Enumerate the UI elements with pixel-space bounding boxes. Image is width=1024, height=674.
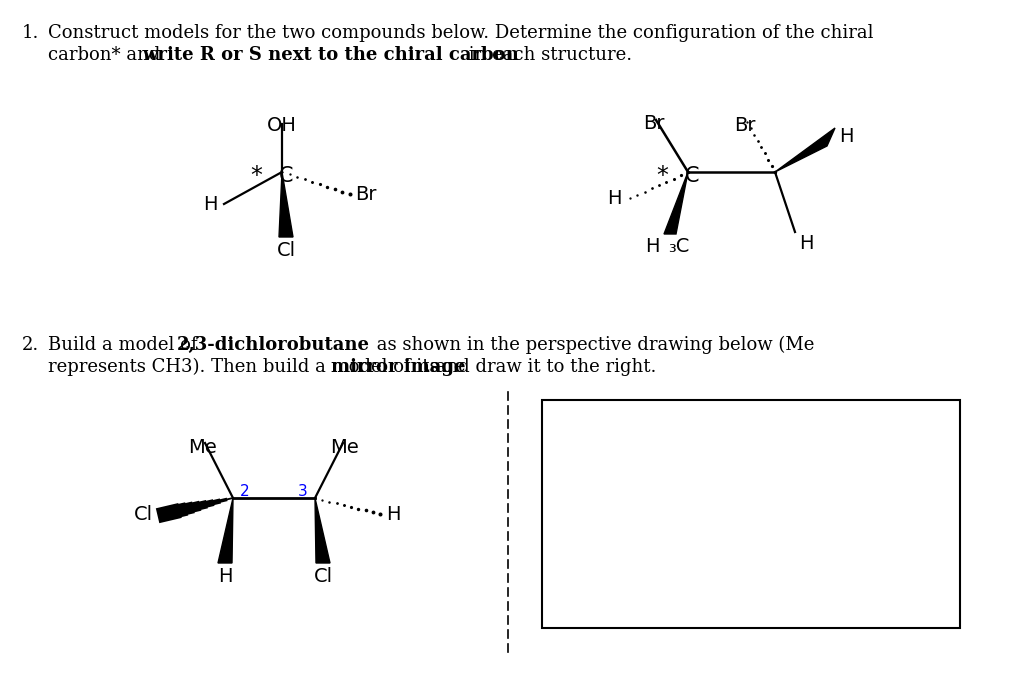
Text: H: H bbox=[645, 237, 660, 256]
Polygon shape bbox=[279, 172, 293, 237]
Text: C: C bbox=[685, 166, 699, 186]
Text: carbon* and: carbon* and bbox=[48, 46, 166, 64]
Text: Me: Me bbox=[331, 438, 359, 457]
Text: Cl: Cl bbox=[134, 506, 153, 524]
Text: C: C bbox=[279, 166, 294, 186]
Text: 2.: 2. bbox=[22, 336, 39, 354]
Text: in each structure.: in each structure. bbox=[463, 46, 632, 64]
Polygon shape bbox=[775, 128, 835, 172]
Text: *: * bbox=[656, 164, 668, 188]
Text: H: H bbox=[799, 234, 813, 253]
Polygon shape bbox=[218, 498, 233, 563]
Text: Br: Br bbox=[643, 114, 665, 133]
Text: Cl: Cl bbox=[276, 241, 296, 260]
Text: H: H bbox=[839, 127, 853, 146]
Text: write R or S next to the chiral carbon: write R or S next to the chiral carbon bbox=[142, 46, 519, 64]
Text: 2: 2 bbox=[241, 484, 250, 499]
Text: Cl: Cl bbox=[313, 567, 333, 586]
Text: Br: Br bbox=[734, 116, 756, 135]
Text: OH: OH bbox=[267, 116, 297, 135]
Polygon shape bbox=[315, 498, 330, 563]
Text: H: H bbox=[204, 195, 218, 214]
Text: Me: Me bbox=[188, 438, 217, 457]
Text: *: * bbox=[250, 164, 262, 188]
Bar bbox=[542, 400, 961, 628]
Text: 3: 3 bbox=[298, 484, 308, 499]
Text: Build a model of: Build a model of bbox=[48, 336, 203, 354]
Text: represents CH3). Then build a model of its: represents CH3). Then build a model of i… bbox=[48, 358, 444, 376]
Text: H: H bbox=[386, 506, 400, 524]
Text: and draw it to the right.: and draw it to the right. bbox=[430, 358, 656, 376]
Text: ₃C: ₃C bbox=[668, 237, 689, 256]
Text: H: H bbox=[218, 567, 232, 586]
Text: 2,3-dichlorobutane: 2,3-dichlorobutane bbox=[177, 336, 370, 354]
Text: Construct models for the two compounds below. Determine the configuration of the: Construct models for the two compounds b… bbox=[48, 24, 873, 42]
Text: as shown in the perspective drawing below (Me: as shown in the perspective drawing belo… bbox=[371, 336, 814, 355]
Text: 1.: 1. bbox=[22, 24, 39, 42]
Text: Br: Br bbox=[355, 185, 377, 204]
Polygon shape bbox=[664, 172, 688, 234]
Text: mirror image: mirror image bbox=[331, 358, 466, 376]
Text: H: H bbox=[607, 189, 622, 208]
